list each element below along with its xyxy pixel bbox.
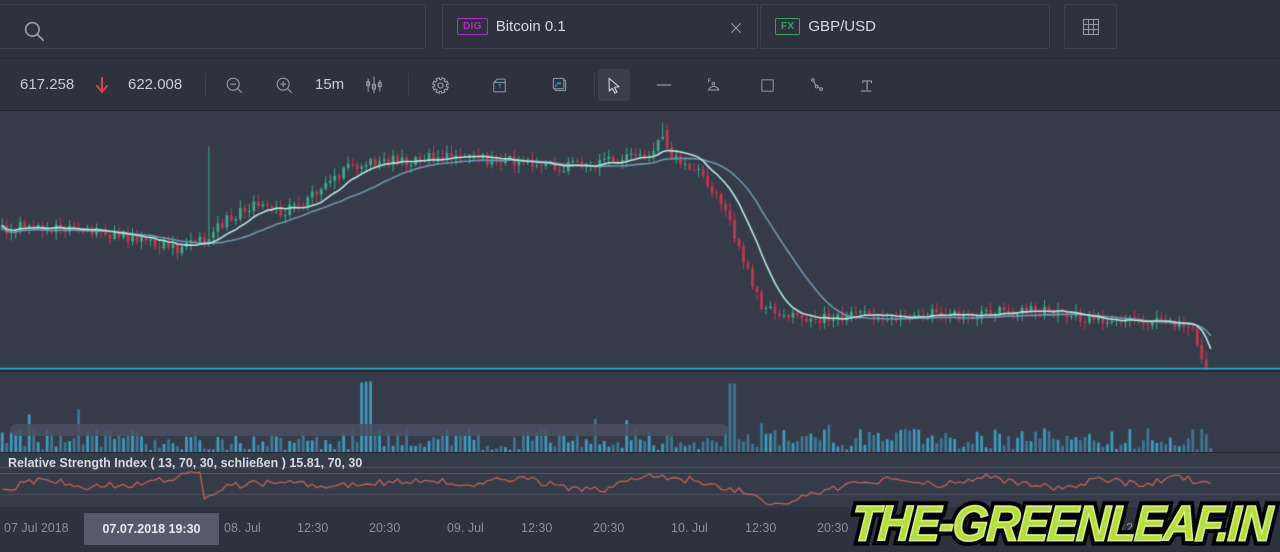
svg-text:F: F: [708, 79, 712, 85]
svg-text:T: T: [498, 84, 502, 90]
